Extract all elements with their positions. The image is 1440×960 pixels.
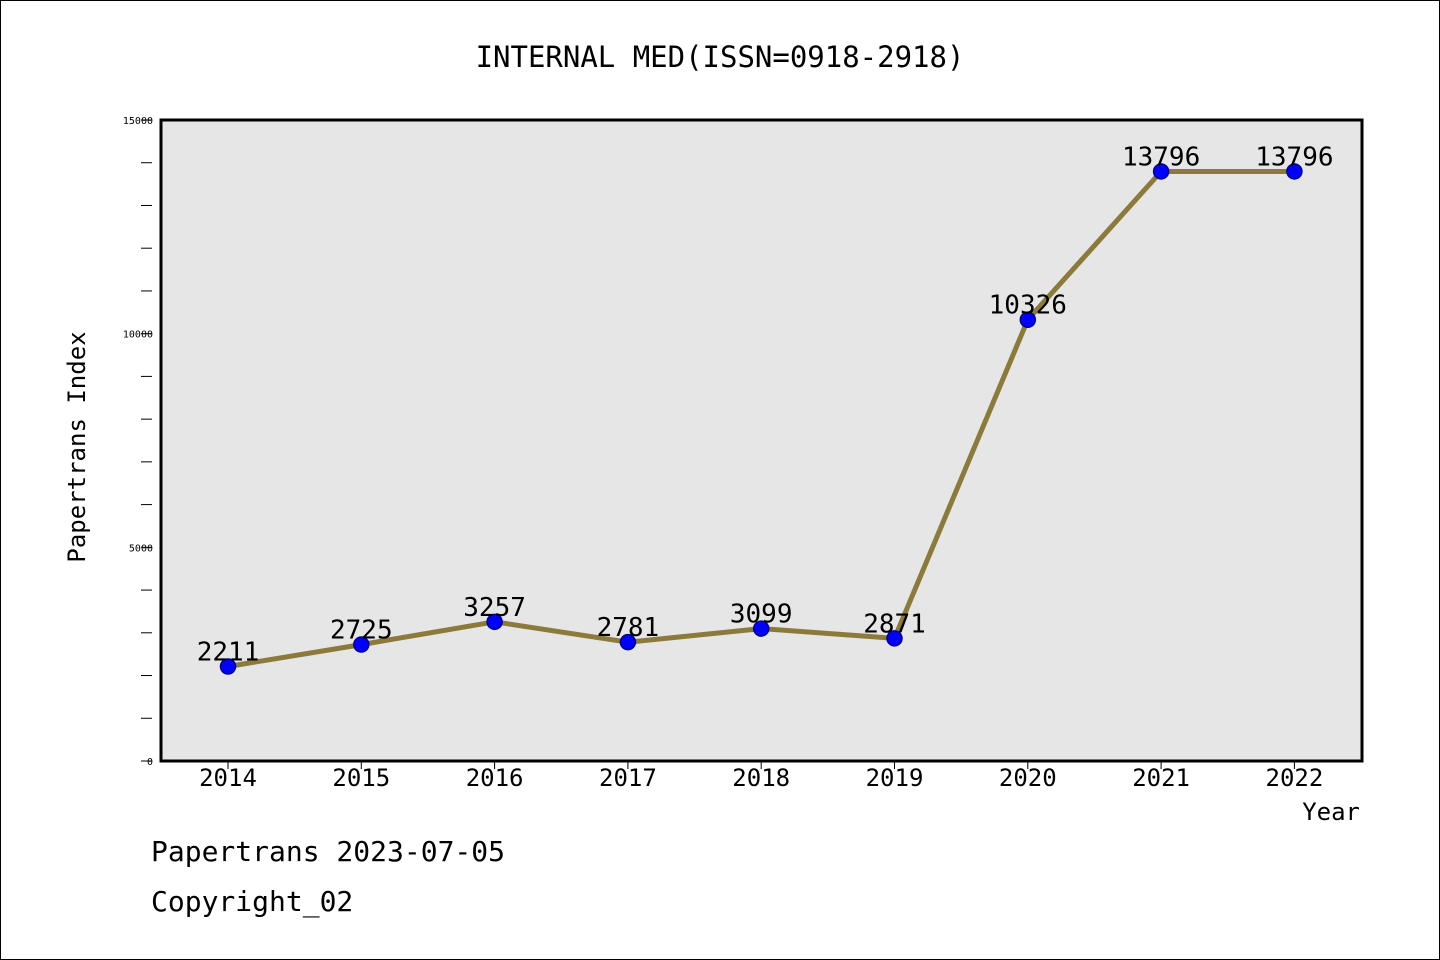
x-axis-ticks <box>227 761 1295 769</box>
footer-date-text: Papertrans 2023-07-05 <box>151 835 506 868</box>
data-label: 3257 <box>463 593 526 623</box>
data-point <box>752 620 770 637</box>
y-tick-label: 15000 <box>123 116 153 127</box>
y-tick-label: 10000 <box>123 330 153 341</box>
y-axis-label: Papertrans Index <box>63 331 91 562</box>
data-point <box>353 636 370 653</box>
chart-title: INTERNAL MED(ISSN=0918-2918) <box>476 40 965 74</box>
x-tick-label: 2022 <box>1266 764 1324 792</box>
series-markers <box>219 163 1303 675</box>
data-point <box>1152 163 1170 180</box>
data-label: 3099 <box>730 600 793 630</box>
data-point <box>886 630 903 647</box>
data-point <box>219 658 237 675</box>
data-label: 13796 <box>1255 142 1333 172</box>
y-axis-ticks <box>141 119 152 762</box>
y-tick-label: 0 <box>147 757 153 768</box>
x-tick-label: 2018 <box>732 764 790 792</box>
x-tick-label: 2017 <box>599 764 657 792</box>
data-label: 2725 <box>330 616 393 646</box>
data-point <box>1019 311 1037 328</box>
data-point <box>486 613 503 631</box>
x-axis-tick-labels: 2014 2015 2016 2017 2018 2019 2020 2021 2022 <box>199 764 1323 792</box>
x-tick-label: 2021 <box>1132 764 1190 792</box>
x-tick-label: 2019 <box>866 764 924 792</box>
footer-copyright-text: Copyright_02 <box>151 885 354 918</box>
plot-area <box>159 118 1364 763</box>
y-axis-tick-labels: 0 5000 10000 15000 <box>123 116 153 768</box>
x-tick-label: 2014 <box>199 764 257 792</box>
data-label: 2871 <box>863 609 926 639</box>
x-tick-label: 2015 <box>332 764 390 792</box>
y-tick-label: 5000 <box>129 543 153 554</box>
data-label: 13796 <box>1122 142 1200 172</box>
data-label: 2211 <box>197 638 260 668</box>
data-point <box>1286 163 1303 180</box>
data-point <box>619 633 637 651</box>
x-tick-label: 2016 <box>466 764 524 792</box>
data-label: 2781 <box>597 613 660 643</box>
x-axis-label: Year <box>1302 798 1360 826</box>
data-label: 10326 <box>989 291 1067 321</box>
x-tick-label: 2020 <box>999 764 1057 792</box>
data-labels: 2211 2725 3257 2781 3099 2871 10326 13796 13796 <box>197 142 1334 667</box>
